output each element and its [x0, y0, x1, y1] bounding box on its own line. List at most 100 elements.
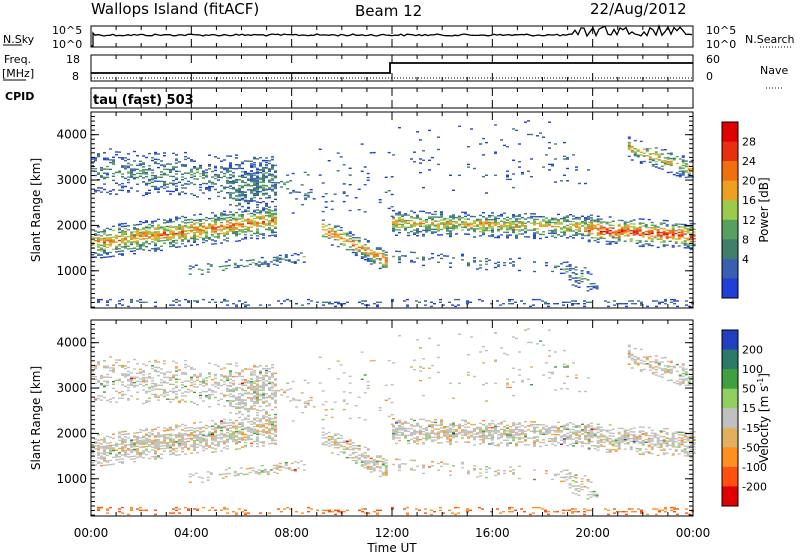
velocity-cell: [109, 367, 112, 369]
power-cell: [681, 159, 685, 161]
power-cell: [262, 192, 265, 195]
power-cell: [641, 233, 645, 235]
power-cell: [190, 221, 193, 223]
velocity-cell: [262, 428, 265, 431]
velocity-cell: [175, 396, 178, 398]
power-cell: [642, 155, 646, 157]
power-cell: [253, 220, 256, 222]
power-cell: [130, 243, 133, 246]
velocity-cell: [94, 460, 97, 462]
velocity-cell: [244, 399, 247, 401]
power-colorbar-tick: 20: [742, 175, 756, 188]
power-cell: [265, 160, 268, 162]
power-cell: [97, 172, 100, 174]
velocity-cell: [211, 391, 214, 393]
power-cell: [413, 221, 416, 223]
velocity-cell: [262, 368, 265, 370]
velocity-cell: [257, 473, 261, 475]
velocity-cell: [259, 370, 262, 372]
power-cell: [235, 157, 238, 159]
power-cell: [563, 227, 566, 229]
power-cell: [419, 222, 422, 225]
power-cell: [461, 223, 464, 226]
power-cell: [178, 170, 181, 173]
velocity-cell: [160, 388, 163, 391]
velocity-cell: [175, 397, 178, 399]
power-cell: [244, 238, 247, 240]
power-cell: [366, 252, 370, 254]
power-cell: [241, 181, 244, 183]
velocity-cell: [181, 381, 184, 383]
power-cell: [464, 215, 467, 218]
power-cell: [214, 226, 217, 229]
velocity-cell: [169, 383, 172, 386]
velocity-cell: [115, 456, 118, 458]
velocity-cell: [214, 423, 217, 426]
power-cell: [266, 263, 270, 265]
velocity-cell: [139, 380, 142, 383]
power-cell: [187, 172, 190, 174]
velocity-cell: [250, 380, 253, 383]
power-cell: [672, 159, 676, 161]
velocity-cell: [193, 444, 196, 446]
power-cell: [428, 159, 431, 161]
power-cell: [175, 173, 178, 175]
power-cell: [452, 216, 455, 219]
velocity-cell: [330, 436, 334, 438]
power-cell: [440, 219, 443, 221]
velocity-cell: [103, 396, 106, 399]
velocity-cell: [265, 368, 268, 370]
power-cell: [626, 221, 630, 223]
velocity-cell: [284, 464, 288, 467]
power-cell: [196, 167, 199, 169]
power-cell: [449, 219, 452, 221]
velocity-cell: [226, 434, 229, 436]
velocity-cell: [118, 456, 121, 458]
power-cell: [521, 222, 524, 224]
power-cell: [253, 164, 256, 166]
power-cell: [512, 223, 515, 225]
velocity-cell: [268, 424, 271, 426]
power-cell: [244, 160, 247, 162]
velocity-cell: [181, 429, 184, 431]
power-cell: [214, 301, 217, 303]
velocity-cell: [139, 431, 142, 433]
velocity-cell: [271, 425, 274, 427]
velocity-cell: [232, 396, 235, 398]
velocity-cell: [103, 446, 106, 449]
power-cell: [628, 300, 631, 302]
power-cell: [259, 233, 262, 235]
velocity-cell: [154, 439, 157, 441]
power-cell: [169, 241, 172, 244]
power-cell: [327, 237, 331, 239]
power-cell: [572, 154, 575, 156]
power-cell: [136, 229, 139, 231]
velocity-cell: [196, 439, 199, 441]
power-cell: [574, 303, 577, 305]
power-cell: [330, 236, 334, 238]
velocity-cell: [181, 441, 184, 443]
velocity-cell: [169, 376, 172, 379]
velocity-cell: [220, 438, 223, 440]
power-cell: [401, 223, 404, 226]
velocity-cell: [157, 432, 160, 434]
velocity-cell: [91, 444, 94, 446]
velocity-cell: [121, 450, 124, 452]
velocity-cell: [118, 435, 121, 437]
velocity-cell: [154, 450, 157, 452]
power-cell: [250, 230, 253, 232]
power-cell: [232, 172, 235, 174]
power-cell: [648, 153, 652, 155]
power-cell: [247, 222, 250, 225]
power-cell: [124, 157, 127, 159]
velocity-cell: [157, 436, 160, 438]
power-cell: [424, 300, 427, 302]
power-cell: [278, 254, 282, 257]
velocity-cell: [178, 433, 181, 436]
velocity-cell: [241, 438, 244, 440]
velocity-cell: [223, 447, 226, 449]
power-cell: [403, 300, 406, 302]
power-cell: [274, 186, 277, 188]
power-cell: [232, 197, 235, 200]
power-cell: [208, 188, 211, 190]
